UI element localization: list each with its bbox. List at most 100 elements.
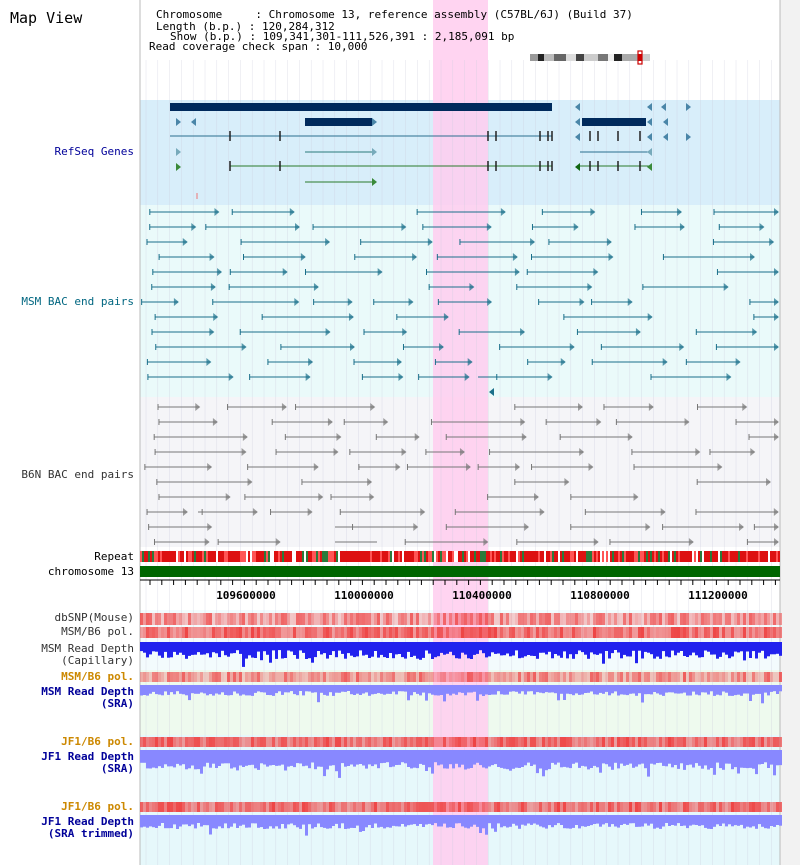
msm-pol-sra [257,672,260,682]
ideogram-band [544,54,554,61]
repeat-element [154,551,156,562]
dbsnp-density [227,613,230,625]
msm-pol-capillary [155,627,158,638]
msm-pol-sra [152,672,155,682]
jf1-depth-sra-bar [620,750,623,764]
track-label-b6n-bac[interactable]: B6N BAC end pairs [21,468,134,481]
track-label-refseq[interactable]: RefSeq Genes [54,145,134,158]
msm-depth-capillary-bar [482,642,485,654]
jf1-depth-trimmed-bar [689,815,692,826]
repeat-element [514,551,516,562]
msm-pol-capillary [308,627,311,638]
jf1-pol-sra [506,737,509,747]
msm-pol-sra [473,672,476,682]
track-label-jf1-pol-trimmed[interactable]: JF1/B6 pol. [61,800,134,813]
track-label-msm-pol-capillary[interactable]: MSM/B6 pol. [61,625,134,638]
msm-pol-capillary [518,627,521,638]
repeat-element [348,551,350,562]
track-label-dbsnp[interactable]: dbSNP(Mouse) [54,611,134,624]
jf1-depth-sra-bar [407,750,410,767]
repeat-element [714,551,716,562]
msm-pol-sra [170,672,173,682]
jf1-depth-sra-bar [629,750,632,764]
b6n-bac-pair-end [367,478,373,486]
track-label-msm-depth-capillary[interactable]: MSM Read Depth [41,642,134,655]
dbsnp-density [287,613,290,625]
jf1-pol-sra [344,737,347,747]
jf1-depth-sra-bar [299,750,302,764]
msm-bac-pair-end [209,253,215,261]
repeat-element [520,551,522,562]
msm-pol-capillary [173,627,176,638]
jf1-pol-trimmed [191,802,194,812]
repeat-element [644,551,646,562]
repeat-element [320,551,322,562]
track-label-jf1-depth-sra[interactable]: JF1 Read Depth [41,750,134,763]
repeat-element [642,551,644,562]
jf1-depth-trimmed-bar [698,815,701,826]
msm-depth-capillary-bar [206,642,209,654]
msm-pol-capillary [605,627,608,638]
repeat-element [602,551,604,562]
msm-pol-capillary [146,627,149,638]
b6n-bac-pair-end [327,418,333,426]
msm-depth-capillary-bar [311,642,314,663]
track-label-chromosome[interactable]: chromosome 13 [47,565,134,578]
msm-pol-capillary [392,627,395,638]
msm-depth-capillary-bar [182,642,185,655]
jf1-pol-trimmed [563,802,566,812]
jf1-pol-trimmed [401,802,404,812]
msm-depth-capillary-bar [698,642,701,658]
msm-depth-capillary-bar [596,642,599,655]
repeat-element [380,551,382,562]
track-label-msm-bac[interactable]: MSM BAC end pairs [21,295,134,308]
msm-depth-sra-bar [482,685,485,696]
repeat-element [444,551,446,562]
track-label-jf1-pol-sra[interactable]: JF1/B6 pol. [61,735,134,748]
msm-depth-sra-bar [647,685,650,695]
dbsnp-density [167,613,170,625]
msm-depth-sra-bar [674,685,677,694]
repeat-element [762,551,764,562]
track-label-msm-depth-sra[interactable]: MSM Read Depth [41,685,134,698]
jf1-depth-sra-bar [170,750,173,767]
jf1-pol-sra [743,737,746,747]
gene-block [305,118,372,126]
b6n-bac-pair-end [395,463,401,471]
jf1-pol-trimmed [662,802,665,812]
jf1-depth-sra-bar [440,750,443,765]
track-label-jf1-depth-trimmed[interactable]: JF1 Read Depth [41,815,134,828]
track-label-msm-pol-sra[interactable]: MSM/B6 pol. [61,670,134,683]
msm-depth-capillary-bar [569,642,572,655]
msm-pol-capillary [194,627,197,638]
repeat-element [224,551,226,562]
jf1-depth-sra-bar [356,750,359,765]
jf1-pol-sra [278,737,281,747]
jf1-depth-sra-bar [395,750,398,765]
jf1-depth-trimmed-bar [230,815,233,827]
dbsnp-density [656,613,659,625]
repeat-element [152,551,154,562]
repeat-element [764,551,766,562]
dbsnp-density [479,613,482,625]
jf1-depth-sra-bar [155,750,158,769]
jf1-pol-sra [299,737,302,747]
repeat-element [624,551,626,562]
repeat-element [566,551,568,562]
dbsnp-density [266,613,269,625]
jf1-depth-trimmed-bar [311,815,314,829]
dbsnp-density [575,613,578,625]
msm-depth-sra-bar [662,685,665,696]
msm-pol-sra [161,672,164,682]
jf1-pol-sra [716,737,719,747]
repeat-element [310,551,312,562]
jf1-depth-trimmed-bar [614,815,617,827]
msm-pol-capillary [671,627,674,638]
msm-pol-sra [437,672,440,682]
jf1-depth-sra-bar [602,750,605,764]
msm-depth-capillary-bar [323,642,326,654]
track-label-repeat[interactable]: Repeat [94,550,134,563]
jf1-pol-trimmed [707,802,710,812]
jf1-depth-sra-bar [326,750,329,770]
